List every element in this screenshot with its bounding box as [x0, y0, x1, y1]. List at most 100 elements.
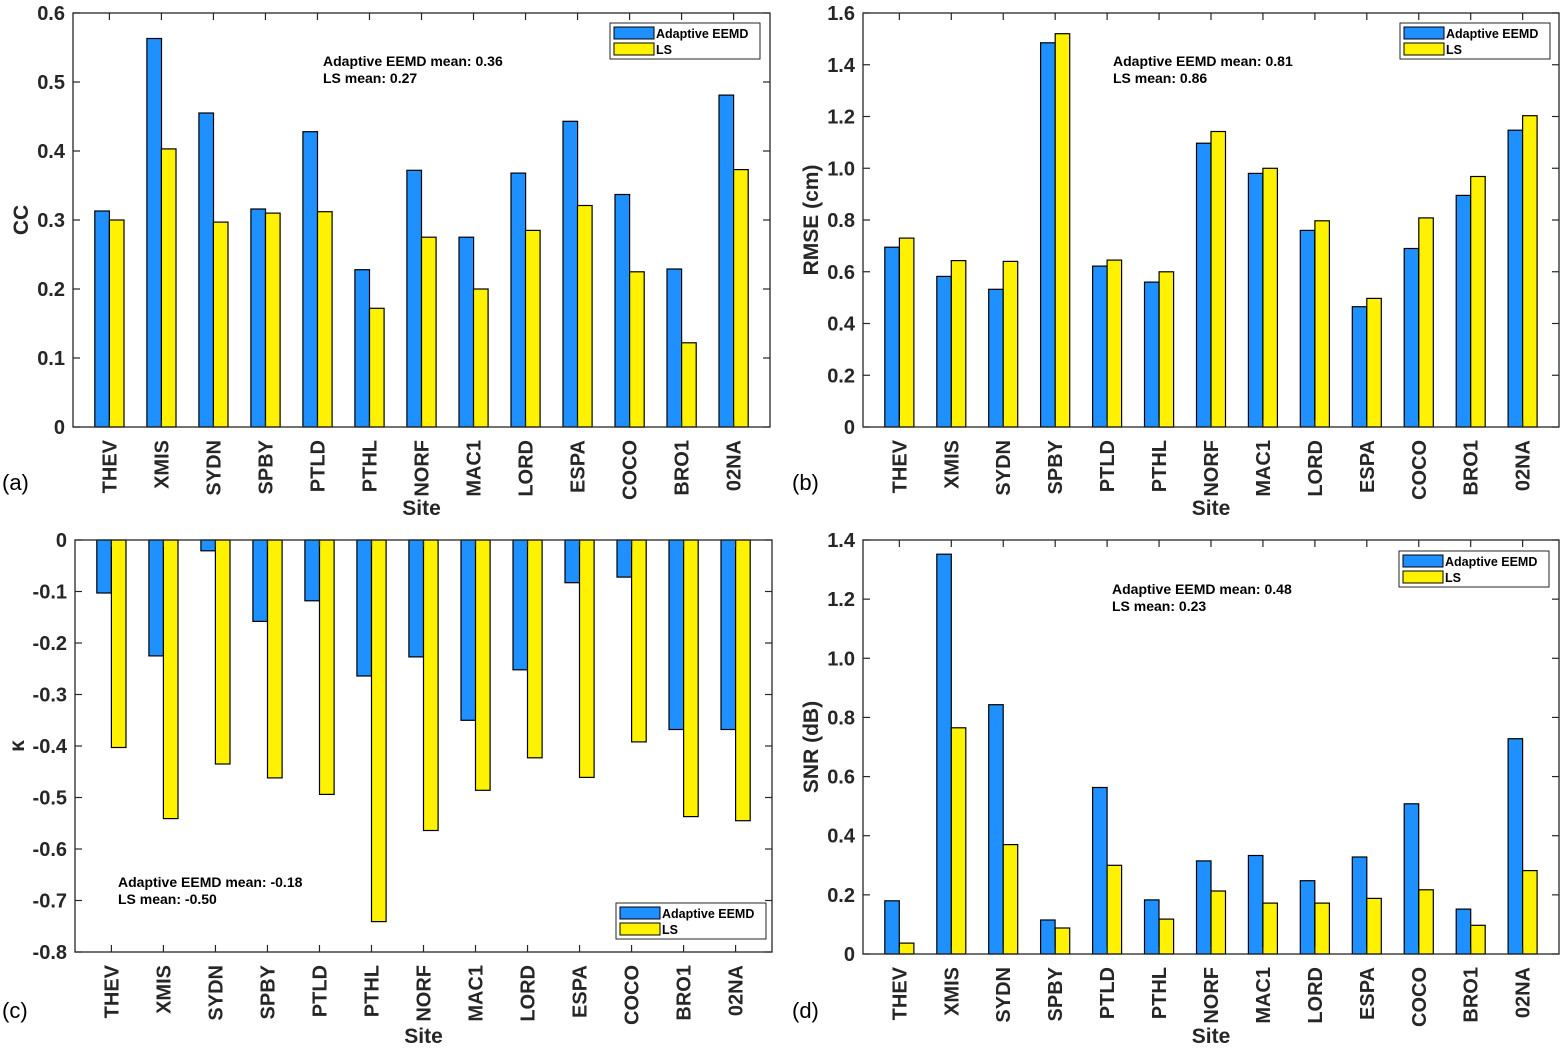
- x-tick-label: MAC1: [464, 440, 486, 497]
- x-tick-label: THEV: [99, 439, 121, 493]
- x-tick-label: COCO: [620, 440, 642, 500]
- bar-eemd-ptld: [304, 539, 321, 602]
- bar-eemd-ptld: [302, 131, 319, 428]
- bar-eemd-coco: [1403, 247, 1420, 428]
- y-tick-label: 0.3: [37, 210, 65, 232]
- y-tick-label: 0.1: [37, 348, 65, 370]
- legend-label: Adaptive EEMD: [656, 27, 748, 41]
- bar-ls-sydn: [214, 539, 231, 765]
- y-tick-label: 0.8: [827, 210, 855, 232]
- x-axis-label: Site: [404, 1025, 443, 1048]
- bar-eemd-spby: [1039, 919, 1056, 955]
- bar-eemd-sydn: [200, 539, 217, 552]
- bar-ls-thev: [898, 237, 915, 428]
- bar-ls-bro1: [1470, 924, 1486, 955]
- x-tick-label: PTHL: [1149, 440, 1171, 492]
- bar-ls-norf: [1210, 130, 1227, 428]
- bar-eemd-norf: [408, 539, 425, 658]
- y-tick-label: 1.0: [827, 648, 855, 670]
- bar-eemd-espa: [1351, 306, 1368, 428]
- x-tick-label: MAC1: [1253, 967, 1275, 1024]
- legend: Adaptive EEMD LS: [1399, 22, 1551, 60]
- bar-ls-spby: [264, 212, 281, 428]
- panel-label: (b): [792, 470, 819, 495]
- bar-ls-sydn: [212, 221, 229, 428]
- y-tick-label: 0.4: [827, 826, 856, 848]
- bar-eemd-bro1: [668, 539, 685, 731]
- x-tick-label: LORD: [516, 440, 538, 497]
- bar-eemd-ptld: [1091, 786, 1108, 955]
- bar-ls-coco: [1418, 889, 1434, 955]
- bar-ls-thev: [898, 942, 915, 955]
- bar-ls-02na: [734, 539, 751, 822]
- mean-annotation: LS mean: 0.23: [1112, 598, 1206, 614]
- y-tick-label: -0.2: [33, 633, 67, 655]
- bar-ls-lord: [524, 229, 541, 428]
- y-tick-label: 0: [844, 944, 855, 966]
- panel-label: (c): [2, 998, 28, 1023]
- x-tick-label: PTLD: [310, 965, 332, 1017]
- x-tick-label: ESPA: [568, 440, 590, 493]
- bar-eemd-norf: [1195, 142, 1212, 428]
- x-tick-label: THEV: [889, 966, 911, 1020]
- bar-eemd-spby: [250, 208, 267, 428]
- bar-ls-xmis: [950, 727, 967, 955]
- legend-label: LS: [1446, 43, 1462, 57]
- x-tick-label: PTHL: [1149, 967, 1171, 1019]
- legend-swatch-eemd: [613, 26, 655, 40]
- bar-eemd-sydn: [988, 288, 1004, 428]
- mean-annotation: LS mean: 0.27: [323, 70, 417, 86]
- x-tick-label: NORF: [414, 965, 436, 1022]
- bar-eemd-ptld: [1091, 265, 1108, 428]
- bar-eemd-bro1: [1455, 194, 1472, 428]
- y-tick-label: -0.8: [33, 942, 67, 964]
- y-tick-label: 0.8: [827, 707, 855, 729]
- legend: Adaptive EEMD LS: [1398, 550, 1550, 588]
- y-tick-label: -0.6: [33, 839, 67, 861]
- bar-eemd-espa: [1351, 856, 1368, 955]
- x-tick-label: XMIS: [151, 440, 173, 489]
- bar-eemd-mac1: [458, 236, 475, 428]
- x-tick-label: SPBY: [1045, 439, 1067, 494]
- bar-eemd-02na: [1507, 129, 1524, 428]
- x-tick-label: SYDN: [993, 440, 1015, 496]
- x-tick-label: NORF: [412, 440, 434, 497]
- bar-eemd-02na: [720, 539, 737, 731]
- bar-ls-pthl: [370, 539, 387, 923]
- bar-ls-thev: [108, 219, 125, 428]
- y-tick-label: 1.6: [827, 3, 855, 25]
- bar-eemd-lord: [1299, 880, 1316, 955]
- bar-eemd-mac1: [1247, 172, 1264, 428]
- y-tick-label: 0.4: [37, 141, 66, 163]
- y-axis-label: RMSE (cm): [800, 165, 823, 276]
- x-tick-label: NORF: [1201, 440, 1223, 497]
- x-axis-label: Site: [1192, 497, 1231, 520]
- x-tick-label: NORF: [1201, 967, 1223, 1024]
- panel-b: 0 0.2 0.4 0.6 0.8 1.0 1.2 1.4 1.6 THEV XMIS SYDN SPB…: [792, 3, 1560, 520]
- y-tick-label: -0.3: [33, 685, 67, 707]
- x-tick-label: BRO1: [1461, 440, 1483, 496]
- x-tick-label: 02NA: [726, 965, 748, 1016]
- bar-eemd-norf: [1195, 860, 1212, 955]
- bar-eemd-lord: [510, 172, 527, 428]
- bar-ls-espa: [1366, 897, 1382, 955]
- bar-eemd-xmis: [936, 553, 952, 955]
- bar-ls-bro1: [682, 539, 699, 818]
- bar-eemd-xmis: [146, 37, 163, 428]
- y-tick-label: -0.1: [33, 582, 67, 604]
- bar-ls-espa: [1366, 297, 1382, 428]
- bar-eemd-lord: [512, 539, 529, 671]
- bar-eemd-espa: [562, 120, 579, 428]
- bar-eemd-espa: [564, 539, 581, 584]
- y-tick-label: 1.2: [827, 107, 855, 129]
- y-tick-label: 1.2: [827, 589, 855, 611]
- bar-ls-norf: [1210, 890, 1227, 955]
- x-tick-label: COCO: [622, 965, 644, 1025]
- x-tick-label: PTHL: [362, 965, 384, 1017]
- mean-annotation: Adaptive EEMD mean: -0.18: [118, 874, 303, 890]
- bar-eemd-spby: [252, 539, 269, 623]
- panel-a: 0 0.1 0.2 0.3 0.4 0.5 0.6 THEV XMIS SYDN SPBY PTLD P…: [2, 3, 771, 520]
- panel-c: -0.8 -0.7 -0.6 -0.5 -0.4 -0.3 -0.2 -0.1 0 THEV XMI…: [2, 530, 773, 1048]
- legend-swatch-ls: [1403, 42, 1445, 56]
